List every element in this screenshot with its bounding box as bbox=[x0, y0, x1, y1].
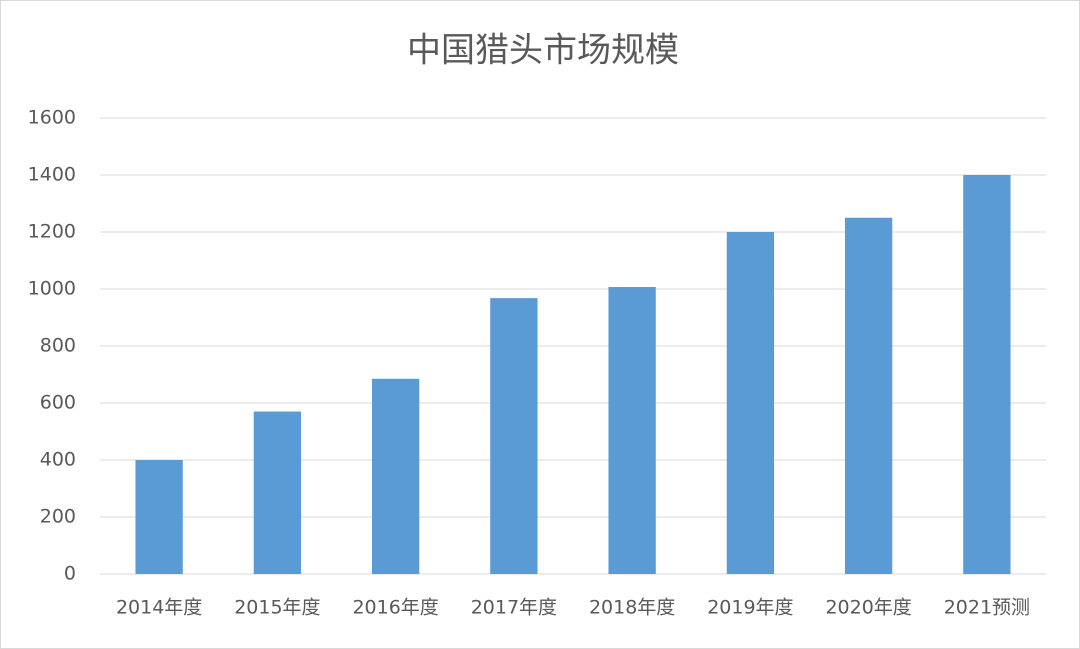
y-tick-label: 800 bbox=[40, 335, 76, 357]
bar bbox=[608, 287, 656, 574]
y-tick-label: 1600 bbox=[28, 107, 76, 129]
y-tick-label: 200 bbox=[40, 506, 76, 528]
bar bbox=[844, 217, 893, 574]
bar bbox=[371, 378, 420, 574]
x-tick-label: 2014年度 bbox=[116, 597, 202, 619]
x-tick-label: 2020年度 bbox=[825, 597, 911, 619]
bar bbox=[135, 460, 183, 574]
bar bbox=[726, 232, 775, 574]
x-tick-label: 2019年度 bbox=[707, 597, 793, 619]
x-tick-label: 2021预测 bbox=[944, 597, 1030, 619]
bar bbox=[490, 298, 538, 574]
x-tick-label: 2015年度 bbox=[234, 597, 320, 619]
y-tick-label: 1200 bbox=[28, 221, 76, 243]
x-tick-label: 2017年度 bbox=[471, 597, 557, 619]
x-tick-label: 2018年度 bbox=[589, 597, 675, 619]
y-tick-label: 600 bbox=[40, 392, 76, 414]
y-tick-label: 1000 bbox=[28, 278, 76, 300]
bar bbox=[253, 411, 302, 574]
y-tick-label: 400 bbox=[40, 449, 76, 471]
bar bbox=[963, 175, 1011, 574]
x-tick-label: 2016年度 bbox=[352, 597, 438, 619]
y-tick-label: 0 bbox=[64, 563, 76, 585]
chart-title: 中国猎头市场规模 bbox=[407, 31, 679, 71]
y-tick-label: 1400 bbox=[28, 164, 76, 186]
